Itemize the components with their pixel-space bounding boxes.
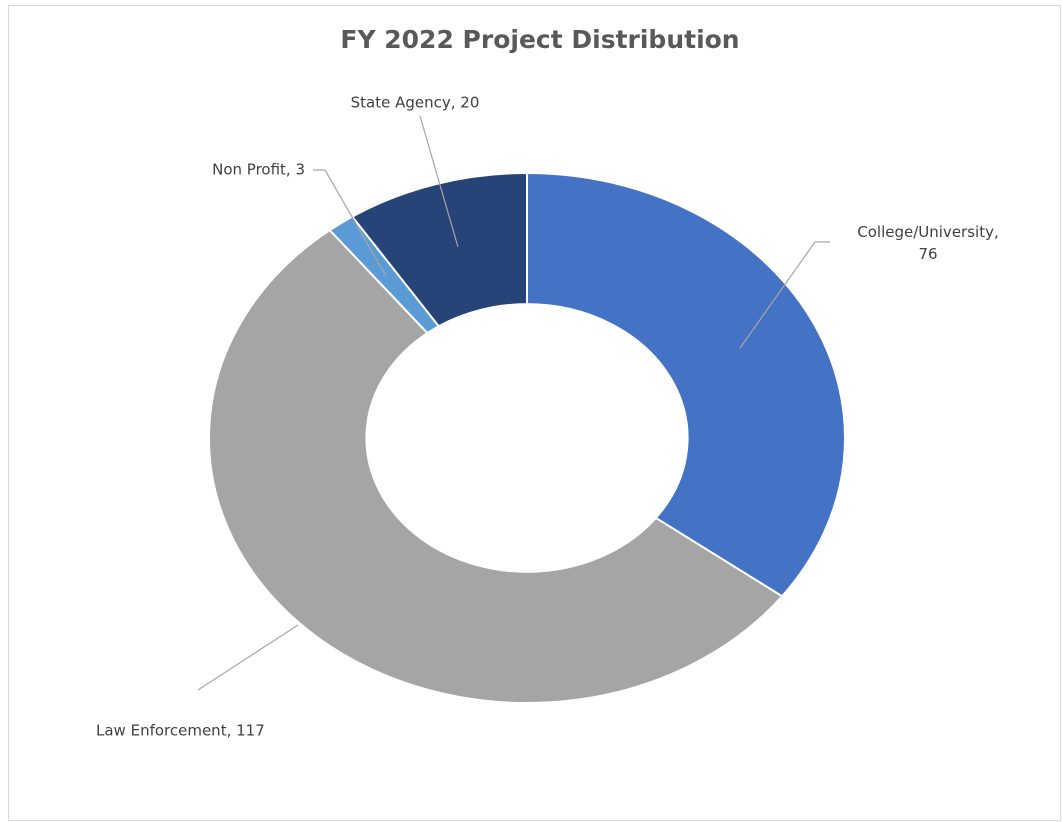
leader-line [739, 241, 830, 349]
leader-line [419, 115, 459, 248]
data-label: State Agency, 20 [351, 94, 480, 112]
data-label-line: College/University, [857, 223, 998, 241]
donut-slice [526, 171, 846, 598]
leader-line [197, 624, 299, 691]
data-label: Law Enforcement, 117 [96, 722, 265, 740]
leader-line [313, 169, 387, 277]
chart-title: FY 2022 Project Distribution [340, 25, 739, 54]
data-label-line: 76 [918, 245, 937, 263]
data-label: Non Profit, 3 [212, 161, 305, 179]
donut-slice [208, 228, 784, 705]
donut-slice [350, 171, 528, 328]
data-label: College/University, 76 [857, 223, 998, 263]
